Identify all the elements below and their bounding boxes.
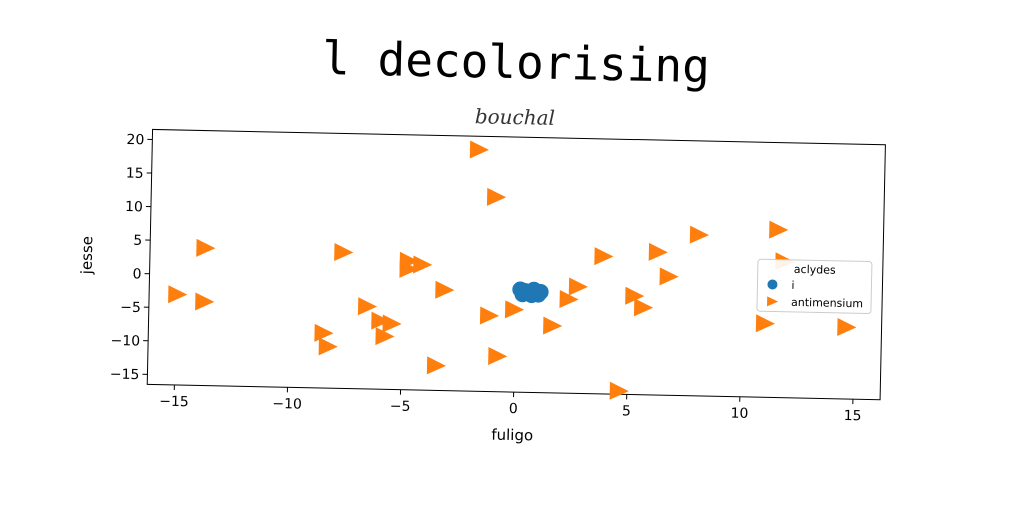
data-point-triangle: [486, 187, 507, 206]
y-axis-label: jesse: [78, 236, 97, 276]
y-tick-label: 0: [132, 266, 141, 282]
data-point-triangle: [648, 242, 668, 261]
chart-title: l decolorising: [322, 31, 711, 93]
y-axis: −15 −10 −5 0 5 10 15 20: [110, 132, 153, 384]
data-point-triangle: [543, 316, 563, 335]
data-point-triangle: [168, 285, 188, 304]
data-point-triangle: [609, 381, 629, 400]
y-tick-label: 5: [133, 233, 142, 249]
legend-title: aclydes: [794, 263, 836, 277]
data-point-triangle: [755, 314, 775, 333]
x-axis: −15 −10 −5 0 5 10 15: [159, 384, 862, 424]
x-tick-label: −10: [272, 396, 302, 413]
data-point-triangle: [594, 247, 614, 266]
data-point-triangle: [435, 280, 455, 299]
data-point-triangle: [314, 323, 334, 342]
data-point-triangle: [382, 314, 402, 333]
legend-marker-triangle: [767, 296, 779, 307]
data-point-triangle: [469, 140, 489, 159]
data-point-triangle: [318, 337, 338, 356]
data-point-triangle: [413, 255, 433, 274]
series-layer: [168, 140, 857, 400]
x-tick-label: −5: [390, 398, 411, 414]
data-point-triangle: [559, 290, 579, 309]
data-point-triangle: [769, 220, 789, 239]
data-point-triangle: [625, 286, 645, 305]
data-point-triangle: [357, 297, 378, 316]
data-point-triangle: [334, 243, 354, 262]
y-tick-label: −5: [120, 300, 141, 316]
data-point-triangle: [488, 346, 508, 365]
legend-entry-label: antimensium: [791, 296, 863, 311]
series-0: [512, 281, 549, 304]
legend-marker-circle: [767, 279, 778, 290]
y-tick-label: 20: [126, 132, 144, 148]
legend: aclydes i antimensium: [756, 258, 873, 314]
x-tick-label: −15: [159, 394, 189, 411]
data-point-triangle: [371, 311, 391, 330]
data-point-triangle: [479, 306, 500, 325]
data-point-triangle: [375, 327, 395, 346]
data-point-triangle: [196, 238, 216, 257]
data-point-triangle: [837, 318, 857, 337]
series-1: [168, 140, 857, 400]
y-tick-label: −10: [110, 333, 140, 350]
x-tick-label: 15: [843, 408, 861, 424]
data-point-triangle: [504, 300, 525, 319]
data-point-triangle: [633, 298, 654, 317]
x-tick-label: 0: [509, 401, 518, 417]
y-tick-label: 15: [126, 166, 144, 182]
data-point-triangle: [568, 277, 588, 296]
data-point-triangle: [426, 356, 447, 375]
y-tick-label: 10: [125, 199, 143, 215]
legend-entry-label: i: [791, 279, 794, 292]
data-point-triangle: [195, 292, 215, 311]
data-point-triangle: [689, 225, 709, 244]
data-point-triangle: [399, 259, 419, 278]
x-tick-label: 10: [730, 406, 748, 422]
data-point-triangle: [659, 267, 679, 286]
legend-box: [756, 258, 873, 314]
x-tick-label: 5: [622, 403, 631, 419]
chart-subtitle: bouchal: [475, 104, 556, 130]
y-tick-label: −15: [110, 367, 140, 384]
data-point-circle: [521, 285, 538, 302]
x-axis-label: fuligo: [491, 426, 533, 445]
